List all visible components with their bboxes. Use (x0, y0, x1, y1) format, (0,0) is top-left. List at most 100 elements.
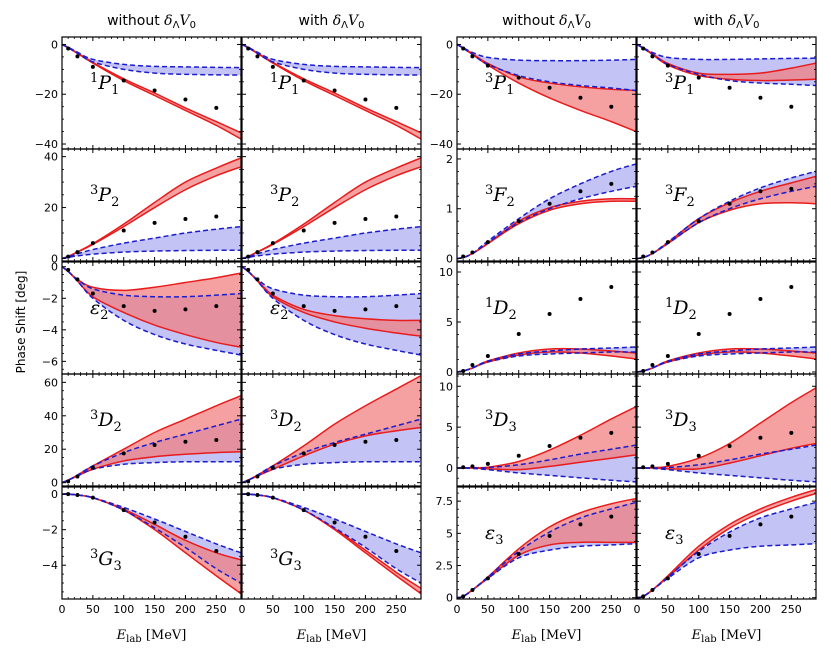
column-header: with δΛV0 (299, 13, 365, 31)
panel-frame (61, 486, 242, 600)
x-tick-label: 100 (293, 603, 314, 616)
y-tick-label: −20 (35, 88, 58, 101)
panel-label: 3D3 (485, 408, 517, 435)
data-point (758, 189, 763, 194)
data-point (461, 46, 466, 51)
blue-band-upper-line (637, 170, 816, 260)
x-tick-label: 200 (750, 603, 771, 616)
data-point (255, 54, 260, 59)
data-point (609, 104, 614, 109)
data-point (183, 307, 188, 312)
data-point (789, 104, 794, 109)
data-point (121, 304, 126, 309)
panel: 1P1 (241, 36, 422, 150)
panel-label: 3P1 (665, 71, 694, 98)
panel-grid: 0−20−401P11P10−20−403P13P1020403P23P2012… (35, 36, 817, 616)
panel-label: 3F2 (485, 183, 515, 210)
x-tick-label: 200 (175, 603, 196, 616)
panel: 0 5 10 1D2 (439, 261, 637, 379)
panel-frame (456, 148, 637, 262)
data-point (332, 220, 337, 225)
y-tick-label: 0 (51, 488, 58, 501)
column-header: without δΛV0 (502, 13, 591, 31)
blue-band-upper-line (242, 493, 421, 554)
data-point (789, 285, 794, 289)
y-tick-label: 0 (446, 253, 453, 266)
y-tick-label: 40 (44, 151, 58, 164)
panel-frame (61, 148, 242, 262)
panel: 3F2 (636, 148, 817, 262)
y-tick-label: 0 (51, 477, 58, 490)
y-tick-label: 1 (446, 203, 453, 216)
panel: 0 20 40 60 3D2 (44, 373, 242, 490)
data-point (727, 443, 732, 448)
blue-band-upper-line (242, 266, 421, 298)
panel: 0 1 2 3F2 (446, 148, 637, 266)
red-band-upper-line (242, 157, 421, 260)
data-point (609, 430, 614, 435)
panel-frame (456, 486, 637, 600)
y-tick-label: 7.5 (436, 495, 454, 508)
data-point (66, 492, 71, 497)
data-point (470, 587, 475, 592)
data-point (255, 277, 260, 282)
y-tick-label: 0 (446, 592, 453, 605)
data-point (516, 332, 521, 336)
red-band (637, 44, 816, 81)
data-point (650, 587, 655, 592)
data-point (301, 228, 306, 233)
blue-band-lower-line (242, 460, 421, 484)
panel-frame (456, 373, 637, 487)
data-point (665, 63, 670, 68)
data-point (66, 479, 71, 484)
data-point (214, 304, 219, 309)
blue-band-upper-line (242, 43, 421, 69)
data-point (121, 451, 126, 456)
column-headers: without δΛV0 with δΛV0 without δΛV0 with δΛ… (107, 13, 759, 31)
data-point (516, 75, 521, 80)
blue-band-upper-line (62, 225, 241, 260)
y-tick-label: 0 (51, 252, 58, 265)
y-tick-label: 5 (446, 527, 453, 540)
x-tick-label: 0 (454, 603, 461, 616)
x-tick-label: 0 (239, 603, 246, 616)
x-tick-label: 250 (206, 603, 227, 616)
panel: 0 50 100 150 200 250 ε3 (634, 486, 817, 616)
data-point (727, 201, 732, 206)
x-tick-label: 250 (781, 603, 802, 616)
y-tick-label: −2 (42, 524, 58, 537)
y-tick-label: 0 (446, 462, 453, 475)
data-point (758, 522, 763, 527)
blue-band (242, 226, 421, 259)
data-point (641, 46, 646, 51)
data-point (650, 464, 655, 469)
x-tick-label: 250 (601, 603, 622, 616)
x-axis-label: Elab [MeV] (296, 628, 367, 645)
x-axis-label: Elab [MeV] (511, 628, 582, 645)
data-point (90, 241, 95, 246)
data-point (270, 495, 275, 500)
panel-label: 3D2 (90, 408, 122, 435)
data-point (547, 201, 552, 206)
data-point (696, 332, 701, 336)
y-tick-label: −6 (42, 355, 58, 368)
x-axis-label: Elab [MeV] (691, 628, 762, 645)
data-point (332, 443, 337, 448)
red-band (62, 395, 241, 483)
panel-frame (636, 486, 817, 600)
panel-label: 1P1 (270, 71, 299, 98)
data-point (789, 430, 794, 435)
panel-label: ε3 (665, 522, 683, 548)
blue-band-lower-line (242, 249, 421, 260)
red-band (457, 498, 636, 598)
panel: 3D2 (241, 373, 422, 487)
data-point (516, 219, 521, 224)
data-point (152, 520, 157, 525)
panel-label: 3G3 (270, 547, 302, 574)
blue-band-upper-line (242, 225, 421, 260)
panel-label: 1D2 (485, 296, 517, 323)
data-point (650, 54, 655, 59)
data-point (66, 46, 71, 51)
panel: 0 −2 −4 −6 ε2 (42, 261, 242, 375)
